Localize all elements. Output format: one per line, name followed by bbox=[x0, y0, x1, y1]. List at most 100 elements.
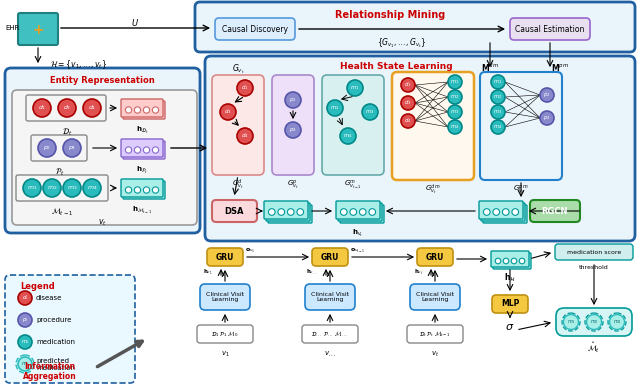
Circle shape bbox=[278, 209, 285, 215]
FancyBboxPatch shape bbox=[195, 2, 635, 52]
Circle shape bbox=[503, 258, 509, 264]
FancyBboxPatch shape bbox=[121, 139, 163, 157]
FancyBboxPatch shape bbox=[212, 75, 264, 175]
Text: GRU: GRU bbox=[321, 253, 339, 262]
Circle shape bbox=[512, 209, 518, 215]
Text: $p_2$: $p_2$ bbox=[543, 91, 550, 99]
Text: threshold: threshold bbox=[579, 265, 609, 270]
Circle shape bbox=[268, 209, 275, 215]
Text: $m_4$: $m_4$ bbox=[343, 132, 353, 140]
Text: $d_3$: $d_3$ bbox=[224, 107, 232, 116]
Text: $U$: $U$ bbox=[131, 17, 139, 28]
Text: GRU: GRU bbox=[216, 253, 234, 262]
Text: Entity Representation: Entity Representation bbox=[50, 76, 154, 85]
Circle shape bbox=[38, 139, 56, 157]
Circle shape bbox=[448, 90, 462, 104]
Text: $\mathbf{h}_\mathcal{H}$: $\mathbf{h}_\mathcal{H}$ bbox=[504, 271, 516, 284]
Text: $d_1$: $d_1$ bbox=[404, 81, 412, 90]
FancyBboxPatch shape bbox=[493, 253, 531, 269]
FancyBboxPatch shape bbox=[491, 251, 529, 267]
Text: $p_4$: $p_4$ bbox=[543, 114, 551, 122]
Text: $\mathbf{o}_{v_{t-1}}$: $\mathbf{o}_{v_{t-1}}$ bbox=[350, 247, 365, 255]
FancyBboxPatch shape bbox=[121, 179, 163, 197]
Circle shape bbox=[519, 258, 525, 264]
FancyBboxPatch shape bbox=[212, 200, 257, 222]
Circle shape bbox=[237, 80, 253, 96]
Circle shape bbox=[511, 258, 517, 264]
FancyBboxPatch shape bbox=[481, 203, 525, 221]
FancyBboxPatch shape bbox=[123, 181, 165, 199]
FancyBboxPatch shape bbox=[207, 248, 243, 266]
FancyBboxPatch shape bbox=[338, 203, 382, 221]
Circle shape bbox=[18, 291, 32, 305]
Text: $m_1$: $m_1$ bbox=[27, 184, 37, 192]
FancyBboxPatch shape bbox=[336, 201, 380, 219]
Text: Legend: Legend bbox=[20, 282, 55, 291]
Text: $\mathcal{D}_t$: $\mathcal{D}_t$ bbox=[62, 126, 72, 137]
Circle shape bbox=[491, 90, 505, 104]
Text: $v_{...}$: $v_{...}$ bbox=[324, 350, 336, 359]
Circle shape bbox=[340, 209, 347, 215]
Circle shape bbox=[63, 139, 81, 157]
Circle shape bbox=[152, 187, 159, 193]
Text: $p_2$: $p_2$ bbox=[289, 96, 297, 104]
Text: Clinical Visit
Learning: Clinical Visit Learning bbox=[206, 292, 244, 302]
Circle shape bbox=[83, 99, 101, 117]
Text: procedure: procedure bbox=[36, 317, 72, 323]
Circle shape bbox=[360, 209, 366, 215]
Text: $\mathcal{D}_1\ \mathcal{P}_1\ \mathcal{M}_0$: $\mathcal{D}_1\ \mathcal{P}_1\ \mathcal{… bbox=[211, 329, 239, 339]
Circle shape bbox=[152, 147, 159, 153]
FancyBboxPatch shape bbox=[123, 101, 165, 119]
Text: $\mathbf{h}_{\mathcal{D}_t}$: $\mathbf{h}_{\mathcal{D}_t}$ bbox=[136, 125, 148, 136]
Circle shape bbox=[83, 179, 101, 197]
Circle shape bbox=[125, 107, 132, 113]
Text: $d_1$: $d_1$ bbox=[38, 104, 46, 113]
Circle shape bbox=[18, 335, 32, 349]
Text: $\mathbf{h}_{\mathcal{M}_{t-1}}$: $\mathbf{h}_{\mathcal{M}_{t-1}}$ bbox=[132, 205, 152, 216]
Circle shape bbox=[540, 111, 554, 125]
FancyBboxPatch shape bbox=[480, 72, 562, 180]
FancyBboxPatch shape bbox=[125, 103, 167, 121]
Text: $p_2$: $p_2$ bbox=[43, 144, 51, 152]
Circle shape bbox=[152, 107, 159, 113]
Text: $G^{dm}_{v_t}$: $G^{dm}_{v_t}$ bbox=[426, 183, 441, 197]
Circle shape bbox=[43, 179, 61, 197]
FancyBboxPatch shape bbox=[200, 284, 250, 310]
FancyBboxPatch shape bbox=[264, 201, 308, 219]
FancyBboxPatch shape bbox=[266, 203, 310, 221]
Circle shape bbox=[297, 209, 303, 215]
Text: $d_3$: $d_3$ bbox=[404, 99, 412, 107]
Circle shape bbox=[125, 147, 132, 153]
Text: Causal Estimation: Causal Estimation bbox=[515, 24, 585, 33]
Text: $p_4$: $p_4$ bbox=[68, 144, 76, 152]
Circle shape bbox=[287, 209, 294, 215]
Text: $m_4$: $m_4$ bbox=[493, 123, 502, 131]
FancyBboxPatch shape bbox=[197, 325, 253, 343]
FancyBboxPatch shape bbox=[121, 99, 163, 117]
Text: $m_4$: $m_4$ bbox=[612, 318, 621, 326]
FancyBboxPatch shape bbox=[556, 308, 632, 336]
FancyBboxPatch shape bbox=[18, 13, 58, 45]
Text: EHR: EHR bbox=[5, 25, 19, 31]
Text: medication score: medication score bbox=[567, 249, 621, 255]
Text: $G^d_{v_t}$: $G^d_{v_t}$ bbox=[232, 178, 244, 192]
Circle shape bbox=[483, 209, 490, 215]
Circle shape bbox=[495, 258, 501, 264]
FancyBboxPatch shape bbox=[305, 284, 355, 310]
Text: $m_3$: $m_3$ bbox=[67, 184, 77, 192]
Text: $\mathbf{M}^{dm}$: $\mathbf{M}^{dm}$ bbox=[481, 62, 499, 74]
Text: $\mathbf{M}^{pm}$: $\mathbf{M}^{pm}$ bbox=[551, 62, 569, 73]
Text: $d_i$: $d_i$ bbox=[22, 294, 28, 303]
FancyBboxPatch shape bbox=[392, 72, 474, 180]
Text: $\sigma$: $\sigma$ bbox=[506, 322, 515, 332]
Circle shape bbox=[143, 187, 150, 193]
Text: $m_2$: $m_2$ bbox=[493, 93, 502, 101]
Text: $\mathcal{P}_t$: $\mathcal{P}_t$ bbox=[55, 166, 65, 177]
FancyBboxPatch shape bbox=[5, 275, 135, 383]
Circle shape bbox=[491, 120, 505, 134]
Text: $\hat{\mathcal{M}}_t$: $\hat{\mathcal{M}}_t$ bbox=[588, 340, 600, 355]
Text: $\mathbf{h}_{v_t}$: $\mathbf{h}_{v_t}$ bbox=[413, 267, 423, 277]
Circle shape bbox=[609, 315, 625, 329]
FancyBboxPatch shape bbox=[417, 248, 453, 266]
Text: $\mathcal{H}=\{v_1,\ldots,v_t\}$: $\mathcal{H}=\{v_1,\ldots,v_t\}$ bbox=[50, 58, 107, 71]
